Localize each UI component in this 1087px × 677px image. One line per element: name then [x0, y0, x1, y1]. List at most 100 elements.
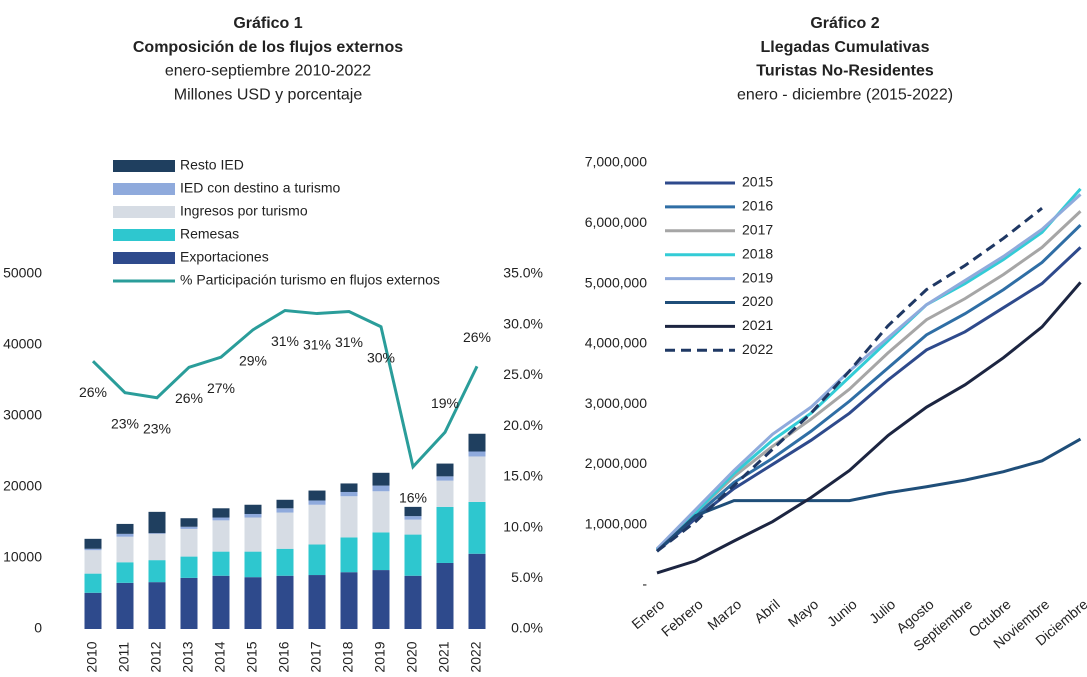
data-label: 23% [143, 420, 171, 436]
legend-label: 2016 [742, 198, 773, 214]
bar-segment [84, 548, 102, 551]
bar-segment [212, 520, 230, 552]
legend-label: % Participación turismo en flujos extern… [180, 272, 440, 288]
bar-segment [308, 500, 326, 505]
bar-segment [468, 501, 486, 554]
bar-segment [372, 570, 390, 629]
bar-segment [180, 577, 198, 629]
y2-tick-label: 10.0% [503, 518, 543, 534]
legend-label: Remesas [180, 226, 239, 242]
bar-segment [116, 582, 134, 629]
bar-segment [276, 512, 294, 549]
y-tick-label: 4,000,000 [585, 335, 647, 351]
bar-segment [404, 519, 422, 535]
y-tick-label: 20000 [3, 478, 42, 494]
bar-segment [308, 544, 326, 576]
chart-title: Composición de los flujos externos [133, 39, 403, 56]
x-tick-label: 2012 [148, 641, 164, 672]
chart-subtitle: enero - diciembre (2015-2022) [737, 86, 953, 103]
legend-label: 2018 [742, 245, 773, 261]
bar-segment [436, 480, 454, 507]
bar-segment [372, 491, 390, 533]
legend-swatch [113, 160, 175, 172]
y-tick-label: 50000 [3, 265, 42, 281]
bar-segment [404, 534, 422, 576]
y-tick-label: 10000 [3, 549, 42, 565]
bar-segment [212, 508, 230, 518]
y-tick-label: 1,000,000 [585, 515, 647, 531]
y-tick-label: 3,000,000 [585, 395, 647, 411]
y-tick-label: 40000 [3, 336, 42, 352]
legend-swatch [113, 252, 175, 264]
bar-segment [84, 573, 102, 593]
x-tick-label: 2021 [436, 641, 452, 672]
bar-segment [340, 537, 358, 573]
bar-segment [116, 536, 134, 563]
x-tick-label: 2015 [244, 641, 260, 672]
line [656, 224, 1082, 552]
bar-segment [468, 451, 486, 457]
data-label: 23% [111, 415, 139, 431]
bar-segment [340, 496, 358, 538]
data-label: 30% [367, 349, 395, 365]
bar-segment [148, 533, 166, 534]
legend-label: Resto IED [180, 157, 244, 173]
bar-segment [148, 511, 166, 534]
legend-label: 2022 [742, 341, 773, 357]
bar-segment [116, 533, 134, 537]
bar-segment [276, 548, 294, 576]
bar-segment [244, 577, 262, 629]
line [655, 193, 1082, 550]
bar-segment [372, 472, 390, 486]
bar-segment [276, 575, 294, 629]
y-tick-label: 6,000,000 [585, 214, 647, 230]
chart-subtitle: Millones USD y porcentaje [174, 86, 363, 103]
legend-label: 2019 [742, 269, 773, 285]
bar-segment [276, 499, 294, 509]
bar-segment [436, 463, 454, 477]
bar-segment [180, 556, 198, 578]
data-label: 16% [399, 489, 427, 505]
bar-segment [84, 592, 102, 629]
bar-segment [468, 456, 486, 502]
y-tick-label: 30000 [3, 407, 42, 423]
y2-tick-label: 0.0% [511, 620, 543, 636]
y2-tick-label: 15.0% [503, 468, 543, 484]
legend-label: 2021 [742, 317, 773, 333]
bar-segment [148, 582, 166, 629]
line [91, 308, 479, 470]
bar-segment [436, 562, 454, 629]
bar-segment [308, 504, 326, 545]
bar-segment [404, 575, 422, 629]
x-tick-label: 2017 [308, 641, 324, 672]
x-tick-label: Febrero [658, 596, 706, 640]
bar-segment [84, 538, 102, 549]
bar-segment [340, 572, 358, 629]
x-tick-label: 2018 [340, 641, 356, 672]
legend-label: 2015 [742, 174, 773, 190]
legend-label: IED con destino a turismo [180, 180, 341, 196]
chart-title: Llegadas Cumulativas [761, 39, 930, 56]
data-label: 31% [303, 336, 331, 352]
line [655, 210, 1082, 550]
y2-tick-label: 5.0% [511, 569, 543, 585]
bar-segment [180, 526, 198, 529]
y2-tick-label: 20.0% [503, 417, 543, 433]
bar-segment [468, 553, 486, 629]
data-label: 27% [207, 380, 235, 396]
x-tick-label: 2013 [180, 641, 196, 672]
bar-segment [116, 523, 134, 534]
bar-segment [340, 491, 358, 497]
x-tick-label: Mayo [785, 596, 822, 630]
bar-segment [116, 562, 134, 583]
bar-segment [212, 551, 230, 576]
line [656, 207, 1043, 553]
x-tick-label: 2016 [276, 641, 292, 672]
data-label: 31% [271, 333, 299, 349]
legend-label: Exportaciones [180, 249, 269, 265]
y-tick-label: 7,000,000 [585, 154, 647, 170]
x-tick-label: Marzo [704, 596, 744, 633]
chart-title: Turistas No-Residentes [756, 63, 934, 80]
bar-segment [180, 528, 198, 557]
y2-tick-label: 25.0% [503, 366, 543, 382]
